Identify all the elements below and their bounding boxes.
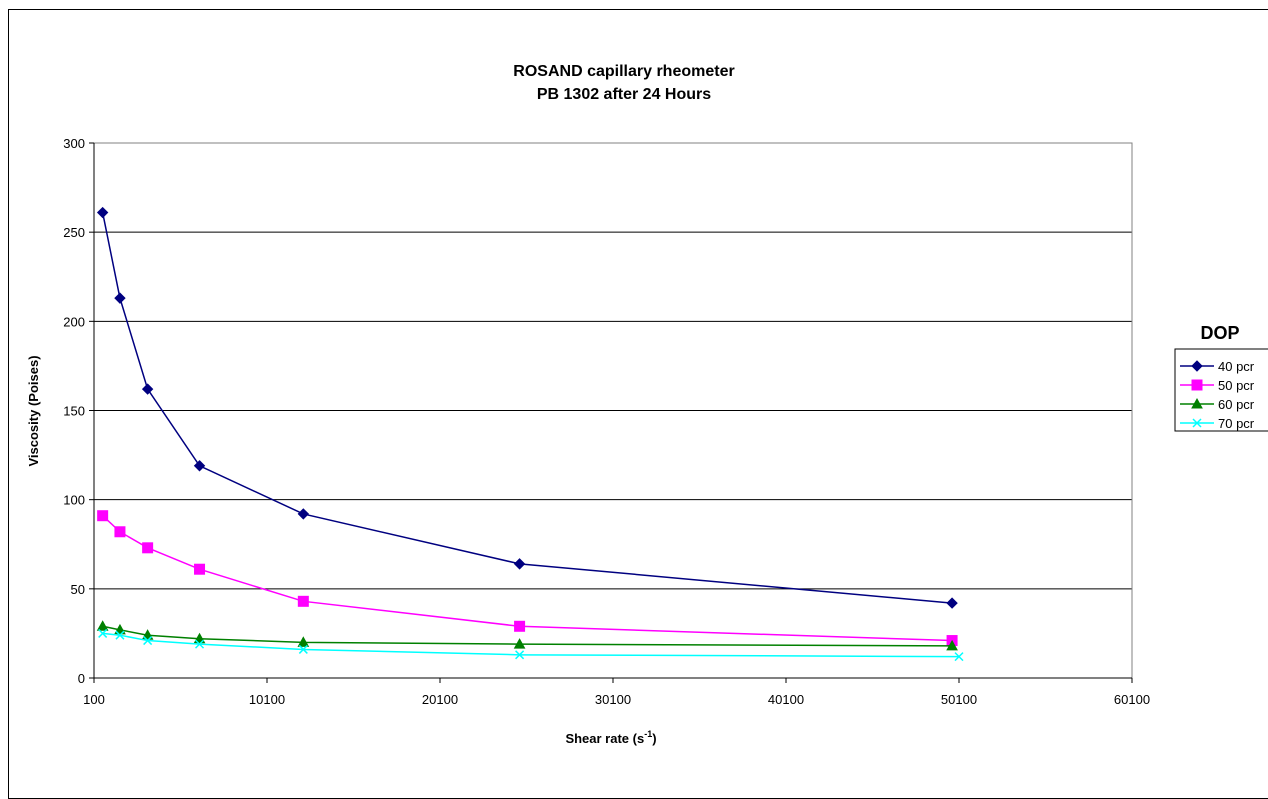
data-point-triangle [96,620,109,631]
legend: DOP 40 pcr 50 pcr 60 pcr 70 pcr [1174,323,1268,432]
legend-item: 70 pcr [1180,416,1255,431]
chart-frame [8,9,1268,799]
data-point-square [194,563,206,575]
series-layer [96,206,964,662]
data-point-square [514,620,526,632]
series-40-pcr [96,206,958,609]
data-point-triangle [1191,397,1203,409]
data-point-triangle [513,638,526,649]
data-point-x [143,636,153,646]
series-50-pcr [97,510,958,647]
data-point-square [142,542,154,554]
series-70-pcr [98,628,964,662]
x-tick-label: 40100 [768,692,804,707]
legend-items: 40 pcr 50 pcr 60 pcr 70 pcr [1180,359,1255,431]
data-point-diamond [141,383,154,395]
data-point-x [515,650,525,660]
data-point-triangle [297,636,310,647]
data-point-x-stroke [98,628,108,638]
data-point-square [1191,379,1203,391]
data-point-x-stroke [298,644,308,654]
data-point-diamond [193,460,206,472]
x-axis-title: Shear rate (s-1) [565,729,656,746]
y-tick-label: 300 [63,136,85,151]
data-point-diamond [297,508,310,520]
y-tick-label: 250 [63,225,85,240]
series-line-40-pcr [101,212,953,604]
y-tick-label: 0 [78,671,85,686]
data-point-diamond [513,558,526,570]
data-point-diamond [946,597,958,609]
data-point-x [954,652,964,662]
data-point-x-stroke [194,639,205,649]
data-point-x-stroke [515,650,525,660]
chart-subtitle: PB 1302 after 24 Hours [537,86,711,103]
data-point-diamond [1191,360,1203,372]
data-point-x [298,644,308,654]
y-tick-label: 150 [63,404,85,419]
x-axis-title-text: Shear rate (s [565,731,644,746]
legend-label: 70 pcr [1218,416,1255,431]
data-point-x [115,630,125,640]
data-point-diamond [96,206,109,219]
legend-item: 40 pcr [1180,359,1255,374]
data-point-x-stroke [143,636,153,646]
data-point-triangle [114,623,126,635]
y-axis-title: Viscosity (Poises) [26,355,41,466]
legend-label: 40 pcr [1218,359,1255,374]
data-point-x-stroke [954,652,964,662]
data-point-x [98,628,108,638]
y-tick-label: 100 [63,493,85,508]
x-tick-label: 100 [83,692,105,707]
data-point-square [97,510,109,522]
series-60-pcr [96,620,958,651]
legend-item: 50 pcr [1180,378,1255,393]
x-tick-label: 10100 [249,692,285,707]
data-point-square [114,526,126,538]
data-point-square [297,595,309,607]
data-point-x [194,639,205,649]
x-tick-label: 50100 [941,692,977,707]
data-point-x-stroke [1192,418,1202,428]
x-tick-label: 20100 [422,692,458,707]
series-line-50-pcr [102,515,953,642]
legend-item: 60 pcr [1180,397,1255,412]
x-tick-label: 60100 [1114,692,1150,707]
data-point-triangle [141,629,154,640]
legend-box [1174,348,1268,432]
data-point-x-stroke [115,630,125,640]
data-point-triangle [946,639,958,651]
legend-label: 50 pcr [1218,378,1255,393]
y-tick-label: 200 [63,314,85,329]
x-axis-title-superscript: -1 [644,729,652,739]
data-point-diamond [114,292,126,304]
y-tick-label: 50 [71,582,85,597]
gridlines [94,142,1132,590]
data-point-triangle [193,632,206,644]
legend-label: 60 pcr [1218,397,1255,412]
data-point-x [1192,418,1202,428]
chart-title: ROSAND capillary rheometer [513,63,734,80]
legend-title: DOP [1200,323,1239,343]
x-tick-label: 30100 [595,692,631,707]
x-axis-title-end: ) [652,731,656,746]
